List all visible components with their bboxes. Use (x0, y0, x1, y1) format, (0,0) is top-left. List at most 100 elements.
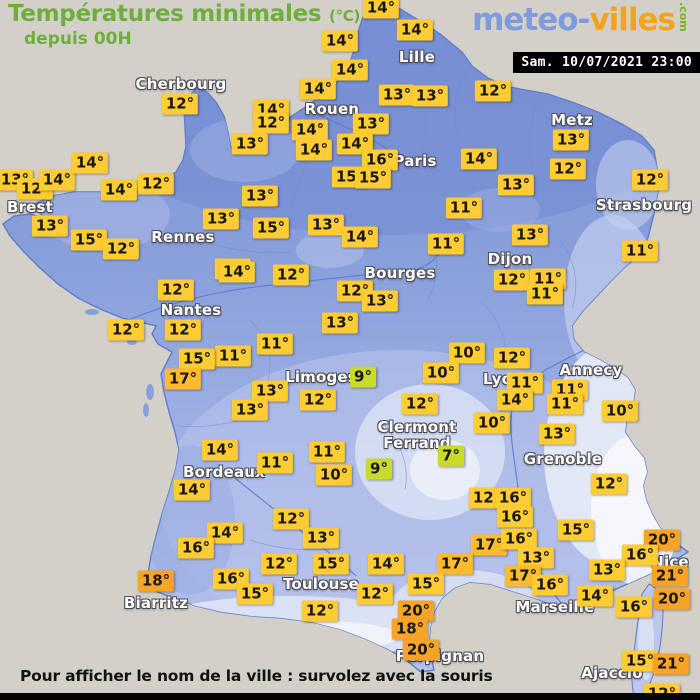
temp-label[interactable]: 11° (621, 240, 659, 262)
temp-label[interactable]: 10° (315, 464, 353, 486)
temp-label[interactable]: 16° (500, 528, 538, 550)
temp-label[interactable]: 17° (470, 534, 508, 556)
temp-label[interactable]: 12° (252, 112, 290, 134)
temp-label[interactable]: 21° (652, 653, 690, 675)
temp-label[interactable]: 11° (546, 393, 584, 415)
temp-label[interactable]: 7° (438, 445, 464, 467)
temp-label[interactable]: 20° (402, 639, 440, 661)
temp-label[interactable]: 9° (366, 458, 392, 480)
temp-label[interactable]: 12° (493, 269, 531, 291)
meteo-villes-logo[interactable]: meteo-villes .com (472, 2, 690, 38)
temp-label[interactable]: 14° (576, 585, 614, 607)
temp-label[interactable]: 12° (157, 279, 195, 301)
temp-label[interactable]: 21° (651, 565, 689, 587)
temp-label[interactable]: 11° (427, 233, 465, 255)
temp-label[interactable]: 14° (291, 119, 329, 141)
temp-label[interactable]: 13° (321, 312, 359, 334)
temp-label[interactable]: 20° (397, 600, 435, 622)
temp-label[interactable]: 13° (231, 399, 269, 421)
temp-label[interactable]: 12° (161, 93, 199, 115)
temp-label[interactable]: 13° (202, 208, 240, 230)
temp-label[interactable]: 15° (70, 229, 108, 251)
temp-label[interactable]: 12° (549, 158, 587, 180)
temp-label[interactable]: 15° (354, 167, 392, 189)
temp-label[interactable]: 14° (336, 133, 374, 155)
temp-label[interactable]: 14° (206, 522, 244, 544)
temp-label[interactable]: 12° (260, 553, 298, 575)
temp-label[interactable]: 20° (653, 588, 691, 610)
temp-label[interactable]: 10° (473, 412, 511, 434)
temp-label[interactable]: 14° (201, 439, 239, 461)
temp-label[interactable]: 15° (621, 650, 659, 672)
temp-label[interactable]: 12° (102, 238, 140, 260)
temp-label[interactable]: 16° (361, 149, 399, 171)
temp-label[interactable]: 16° (496, 506, 534, 528)
temp-label[interactable]: 11° (256, 333, 294, 355)
temp-label[interactable]: 14° (299, 78, 337, 100)
temp-label[interactable]: 18° (391, 618, 429, 640)
temp-label[interactable]: 14° (173, 479, 211, 501)
temp-label[interactable]: 12° (272, 508, 310, 530)
temp-label[interactable]: 11° (445, 197, 483, 219)
temp-label[interactable]: 11° (214, 345, 252, 367)
temp-label[interactable]: 14° (396, 19, 434, 41)
temp-label[interactable]: 12° (631, 169, 669, 191)
temp-label[interactable]: 12° (137, 173, 175, 195)
temp-label[interactable]: 13° (307, 214, 345, 236)
temp-label[interactable]: 12° (107, 319, 145, 341)
temp-label[interactable]: 15° (312, 553, 350, 575)
temp-label[interactable]: 13° (251, 380, 289, 402)
temp-label[interactable]: 12° (356, 583, 394, 605)
temp-label[interactable]: 12° (164, 319, 202, 341)
temp-label[interactable]: 13° (302, 527, 340, 549)
temp-label[interactable]: 15° (557, 519, 595, 541)
temp-label[interactable]: 11° (256, 452, 294, 474)
temp-label[interactable]: 14° (460, 148, 498, 170)
temp-label[interactable]: 13° (497, 174, 535, 196)
temp-label[interactable]: 13° (517, 547, 555, 569)
temp-label[interactable]: 12° (401, 393, 439, 415)
temp-label[interactable]: 14° (295, 139, 333, 161)
temp-label[interactable]: 14° (341, 226, 379, 248)
temp-label[interactable]: 12° (299, 389, 337, 411)
temp-label[interactable]: 12° (493, 347, 531, 369)
temp-label[interactable]: 12° (301, 600, 339, 622)
temp-label[interactable]: 16° (621, 544, 659, 566)
temp-label[interactable]: 15° (236, 583, 274, 605)
temp-label[interactable]: 12° (590, 473, 628, 495)
temp-label[interactable]: 16° (531, 574, 569, 596)
temp-label[interactable]: 13° (538, 423, 576, 445)
temp-label[interactable]: 14° (100, 179, 138, 201)
temp-label[interactable]: 15° (407, 573, 445, 595)
temp-label[interactable]: 10° (601, 400, 639, 422)
temp-label[interactable]: 17° (164, 368, 202, 390)
temp-label[interactable]: 11° (506, 372, 544, 394)
temp-label[interactable]: 13° (241, 185, 279, 207)
temp-label[interactable]: 14° (38, 169, 76, 191)
temp-label[interactable]: 15° (252, 217, 290, 239)
temp-label[interactable]: 14° (367, 553, 405, 575)
temp-label[interactable]: 14° (321, 30, 359, 52)
temp-label[interactable]: 14° (496, 389, 534, 411)
temp-label[interactable]: 13° (378, 84, 416, 106)
temp-label[interactable]: 13° (588, 559, 626, 581)
temp-label[interactable]: 13° (352, 113, 390, 135)
temp-label[interactable]: 10° (422, 362, 460, 384)
temp-label[interactable]: 15° (178, 348, 216, 370)
temp-label[interactable]: 16° (177, 537, 215, 559)
temp-label[interactable]: 13° (31, 215, 69, 237)
temp-label[interactable]: 13° (511, 224, 549, 246)
temp-label[interactable]: 16° (494, 487, 532, 509)
temp-label[interactable]: 11° (526, 283, 564, 305)
temp-label[interactable]: 14° (362, 0, 400, 19)
temp-label[interactable]: 14° (218, 261, 256, 283)
temp-label[interactable]: 14° (331, 59, 369, 81)
temp-label[interactable]: 18° (137, 570, 175, 592)
temp-label[interactable]: 16° (615, 596, 653, 618)
temp-label[interactable]: 13° (552, 129, 590, 151)
temp-label[interactable]: 17° (436, 553, 474, 575)
temp-label[interactable]: 11° (308, 441, 346, 463)
temp-label[interactable]: 13° (231, 133, 269, 155)
temp-label[interactable]: 12° (474, 80, 512, 102)
temp-label[interactable]: 9° (350, 366, 376, 388)
